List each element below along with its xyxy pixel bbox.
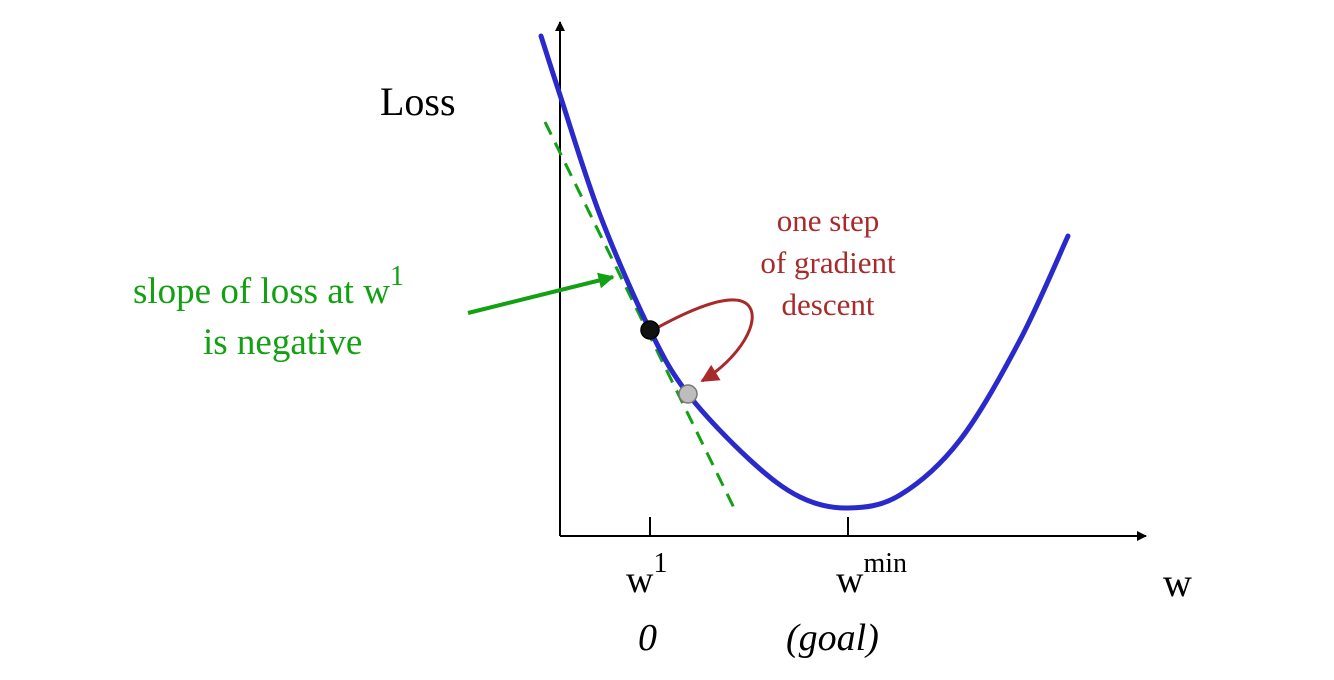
slope-annotation-line2: is negative	[203, 322, 362, 363]
tick-label-w1-base: w	[626, 559, 654, 601]
tick-label-w1: w1	[626, 548, 667, 601]
tick-label-wmin: wmin	[836, 548, 907, 601]
y-axis-label: Loss	[380, 79, 456, 124]
tick-label-wmin-below: (goal)	[786, 617, 879, 659]
step-annotation-line2: of gradient	[760, 245, 896, 280]
current-point	[640, 320, 660, 340]
loss-curve	[538, 33, 1071, 511]
step-annotation-line3: descent	[782, 287, 875, 322]
next-point	[678, 384, 698, 404]
tick-label-w1-below: 0	[638, 617, 657, 659]
slope-annotation-text: slope of loss at w	[133, 271, 390, 312]
tangent-line	[543, 121, 738, 513]
tick-label-wmin-base: w	[836, 559, 864, 601]
slope-annotation-line1: slope of loss at w1	[133, 261, 404, 312]
slope-arrow	[467, 272, 615, 315]
x-axis-label: w	[1163, 560, 1192, 605]
step-arrow	[652, 298, 754, 383]
step-annotation-line1: one step	[777, 203, 879, 238]
tick-label-wmin-sup: min	[863, 548, 907, 579]
slope-annotation-sup: 1	[390, 261, 404, 292]
tick-label-w1-sup: 1	[653, 548, 667, 579]
